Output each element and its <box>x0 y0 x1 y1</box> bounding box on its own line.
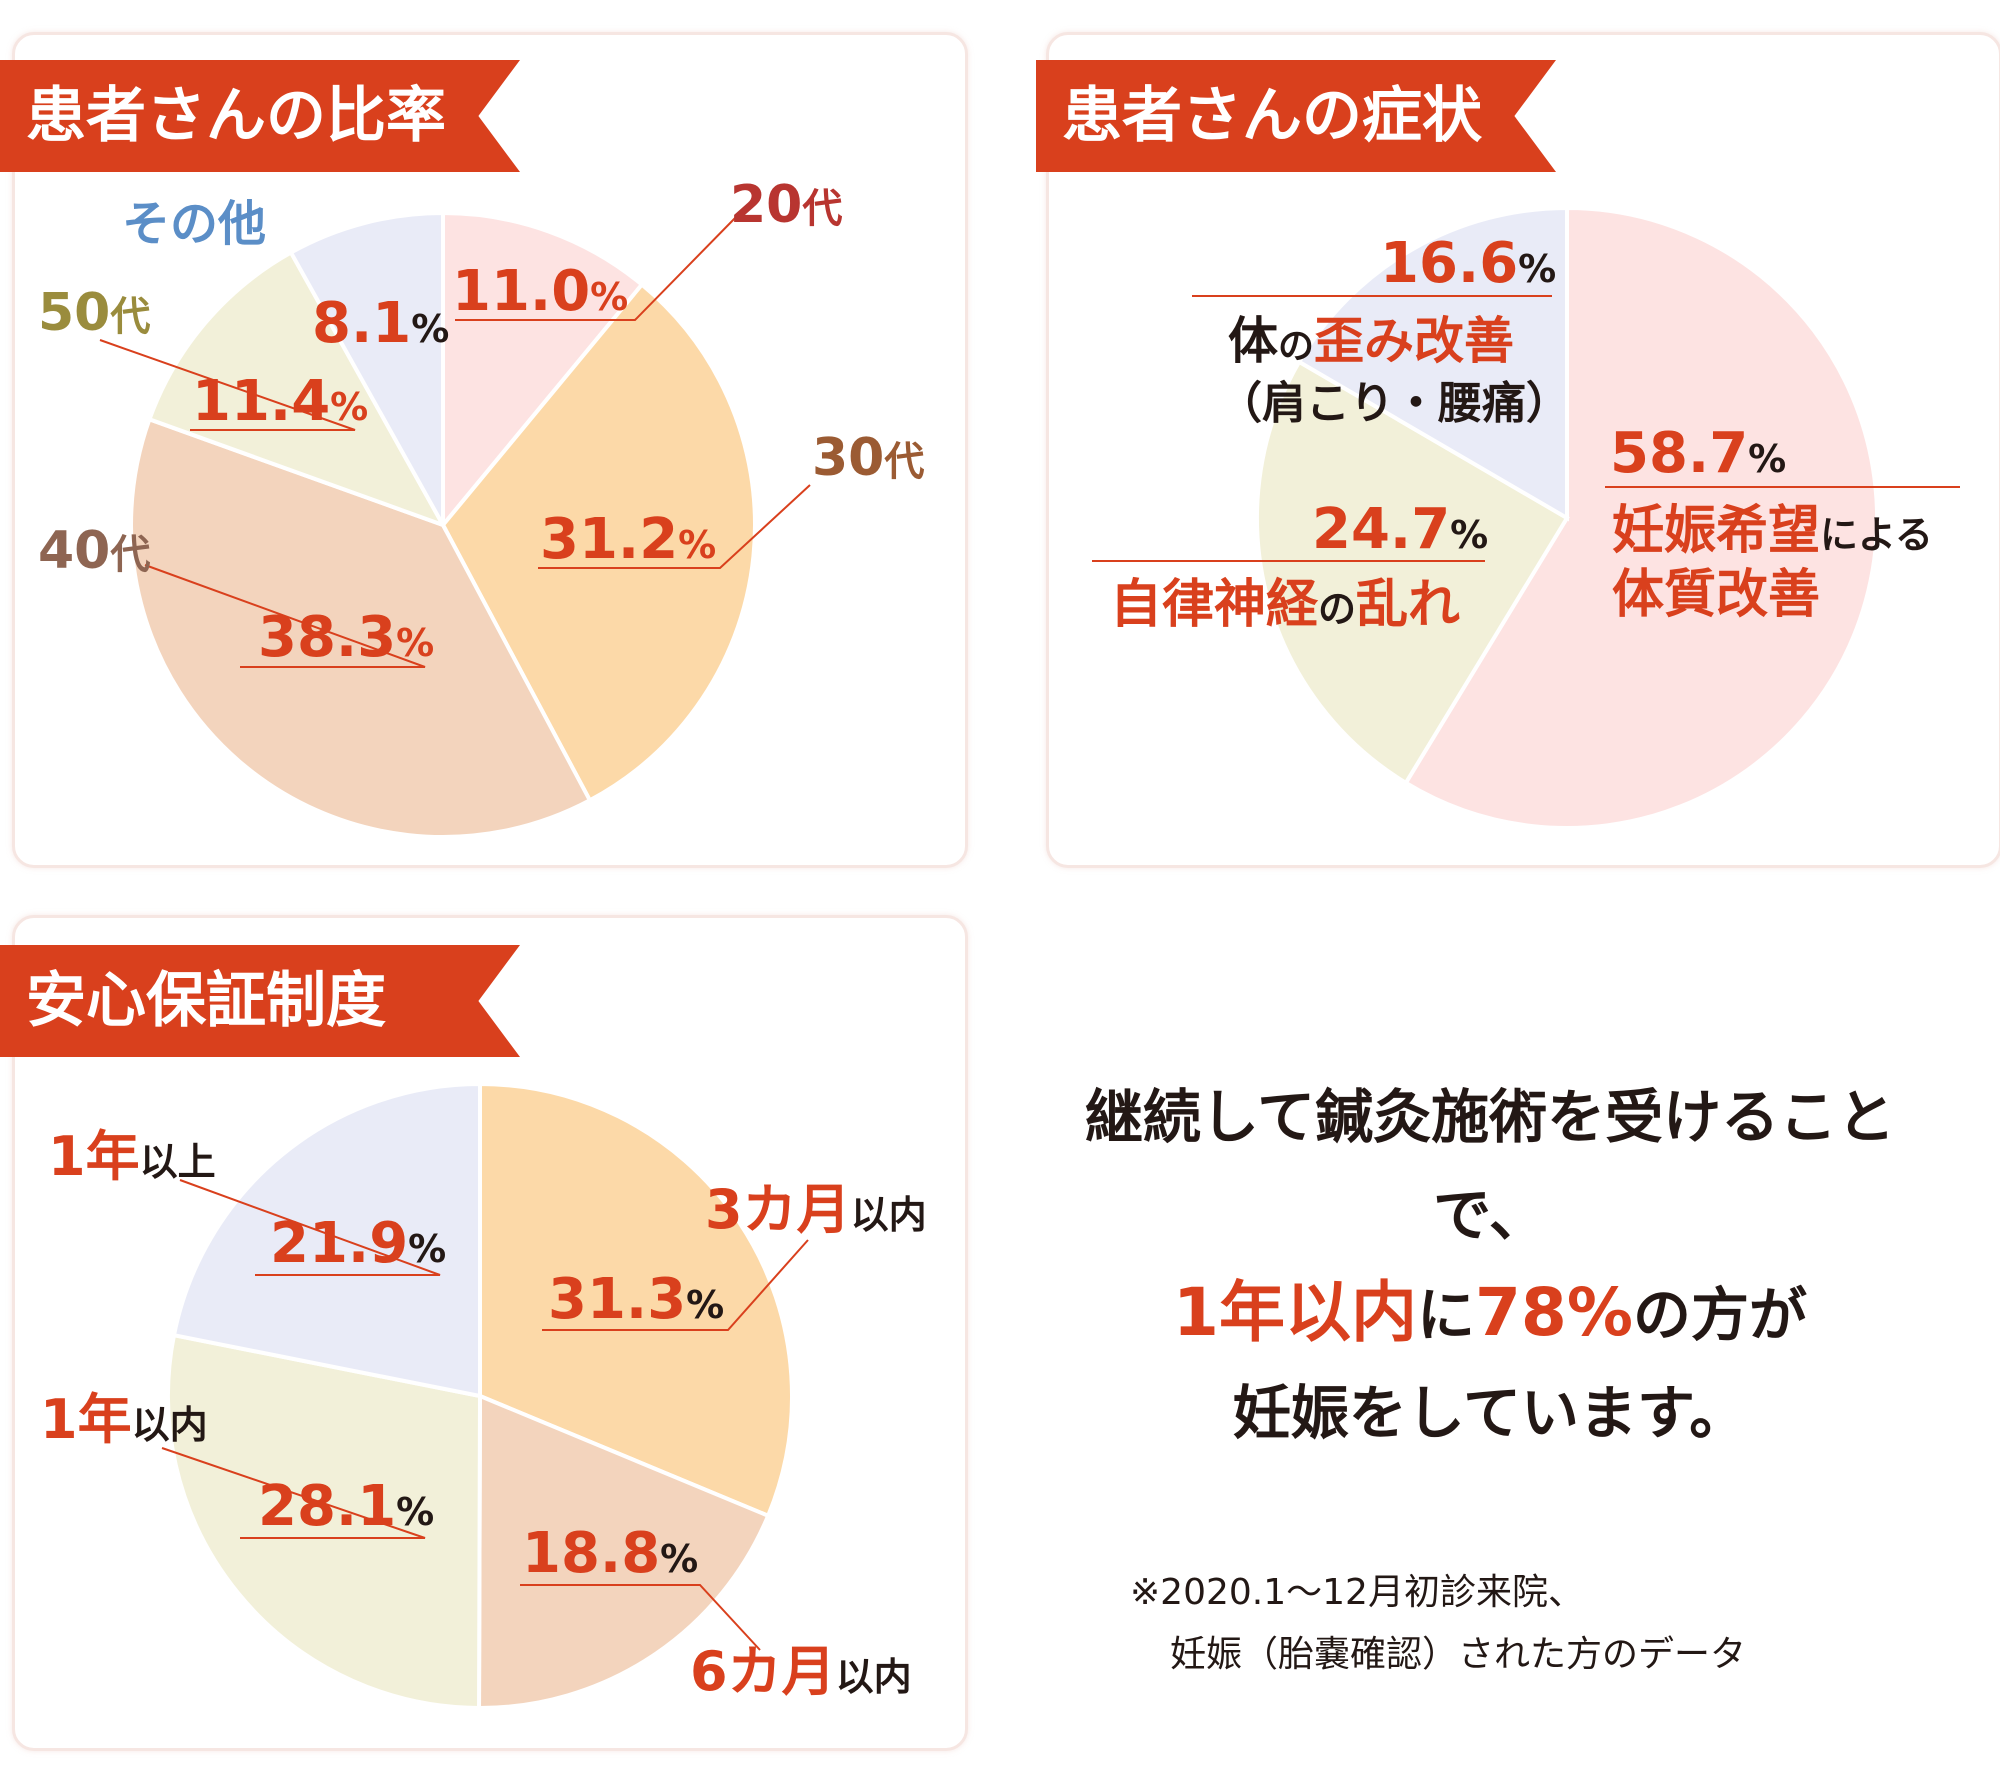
pie-chart-patient-ratio: 20代 11.0% 30代 31.2% 40代 38.3% 50代 11.4% … <box>38 175 924 839</box>
leader-line-30s <box>538 484 811 569</box>
pie-slice-2-2 <box>166 1332 483 1711</box>
value-autonomic: 24.7% <box>1312 497 1488 562</box>
pie-slice-1-0 <box>1403 205 1879 830</box>
value-6m: 18.8% <box>522 1521 698 1586</box>
summary-line-2: 1年以内に78%の方が <box>1040 1264 1940 1364</box>
pie-chart-guarantee: 3カ月以内 31.3% 6カ月以内 18.8% 1年以内 28.1% 1年以上 … <box>40 1081 927 1711</box>
summary-particle: に <box>1416 1281 1475 1349</box>
label-pregnancy-line2: 体質改善 <box>1612 565 1820 625</box>
title-patient-symptoms: 患者さんの症状 <box>1036 60 1556 172</box>
title-patient-ratio-text: 患者さんの比率 <box>26 81 446 151</box>
pie-slice-2-3 <box>171 1081 482 1399</box>
title-patient-symptoms-text: 患者さんの症状 <box>1062 81 1482 151</box>
pie-slice-1-2 <box>1296 205 1569 522</box>
value-1y: 28.1% <box>258 1474 434 1539</box>
label-distortion-line1: 体の歪み改善 <box>1228 312 1514 370</box>
value-20s: 11.0% <box>452 259 628 324</box>
pie-slice-2-1 <box>477 1393 771 1711</box>
footnote-line-2: 妊娠（胎嚢確認）された方のデータ <box>1170 1634 1747 1675</box>
summary-line-2-end: の方が <box>1632 1281 1807 1349</box>
label-other: その他 <box>122 196 266 252</box>
title-guarantee: 安心保証制度 <box>0 945 520 1057</box>
leader-line-40s <box>144 564 426 668</box>
pie-slice-0-1 <box>440 281 757 803</box>
label-40s: 40代 <box>38 521 150 581</box>
value-distortion: 16.6% <box>1380 231 1556 296</box>
summary-line-1: 継続して鍼灸施術を受けることで、 <box>1084 1083 1896 1249</box>
leader-line-6m <box>520 1584 761 1651</box>
label-pregnancy-line1: 妊娠希望による <box>1612 501 1933 561</box>
leader-line-1y-plus <box>179 1179 441 1276</box>
value-other: 8.1% <box>312 291 449 356</box>
leader-line-1y <box>161 1447 426 1539</box>
summary-highlight-period: 1年以内 <box>1173 1274 1417 1351</box>
leader-line-3m <box>542 1239 809 1331</box>
pie-slice-0-0 <box>441 210 645 531</box>
pie-slice-0-2 <box>129 416 593 839</box>
footnote: ※2020.1～12月初診来院、 妊娠（胎嚢確認）された方のデータ <box>1130 1562 1746 1686</box>
title-guarantee-text: 安心保証制度 <box>26 966 386 1036</box>
title-patient-ratio: 患者さんの比率 <box>0 60 520 172</box>
label-1y: 1年以内 <box>40 1388 208 1451</box>
pie-slice-1-1 <box>1255 359 1570 786</box>
label-30s: 30代 <box>812 428 924 488</box>
leader-line-50s <box>99 339 356 431</box>
label-50s: 50代 <box>38 283 150 343</box>
label-6m: 6カ月以内 <box>690 1640 912 1703</box>
value-1y-plus: 21.9% <box>270 1211 446 1276</box>
value-30s: 31.2% <box>540 507 716 572</box>
value-40s: 38.3% <box>258 605 434 670</box>
pie-chart-patient-symptoms: 58.7% 妊娠希望による 体質改善 24.7% 自律神経の乱れ 16.6% 体… <box>1092 205 1960 830</box>
pie-slice-2-0 <box>478 1081 794 1519</box>
summary-note: 継続して鍼灸施術を受けることで、 1年以内に78%の方が 妊娠をしています。 <box>1040 1068 1940 1462</box>
leader-line-20s <box>455 214 739 321</box>
summary-line-3: 妊娠をしています。 <box>1232 1379 1748 1447</box>
value-3m: 31.3% <box>548 1267 724 1332</box>
footnote-line-1: ※2020.1～12月初診来院、 <box>1130 1572 1584 1613</box>
pie-slice-0-3 <box>146 249 448 529</box>
label-1y-plus: 1年以上 <box>48 1125 216 1188</box>
label-autonomic: 自律神経の乱れ <box>1110 575 1460 635</box>
label-20s: 20代 <box>730 175 842 235</box>
label-3m: 3カ月以内 <box>705 1178 927 1241</box>
value-50s: 11.4% <box>192 369 368 434</box>
pie-slice-0-4 <box>288 210 445 533</box>
label-distortion-line2: （肩こり・腰痛） <box>1218 378 1570 429</box>
value-pregnancy: 58.7% <box>1610 421 1786 486</box>
summary-highlight-rate: 78% <box>1474 1274 1633 1351</box>
